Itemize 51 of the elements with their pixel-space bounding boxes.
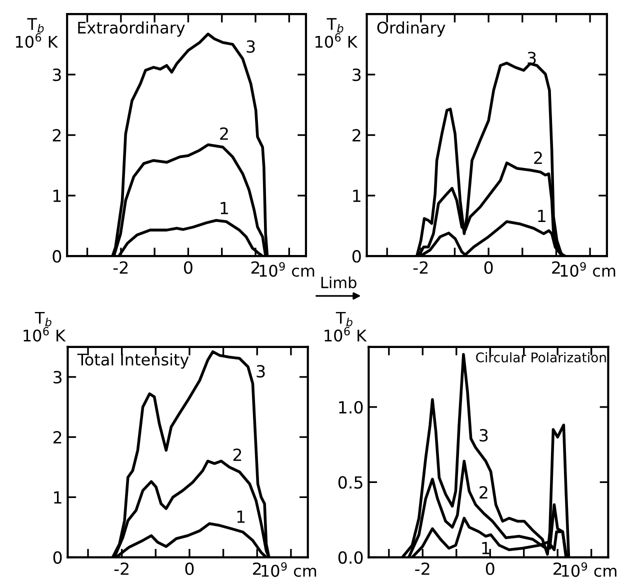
annotation: 3	[246, 40, 255, 53]
y-tick-label: 3	[54, 370, 62, 384]
annotation: 1	[538, 210, 546, 222]
x-tick-label: 0	[184, 261, 192, 274]
annotation: 1	[220, 202, 228, 214]
y-tick-label: 0	[352, 250, 361, 263]
chart-title: Circular Polarization	[476, 352, 606, 362]
x-axis-title: 10$^{9}$ cm	[560, 262, 616, 277]
x-tick-label: -2	[413, 261, 428, 274]
annotation: 2	[480, 486, 488, 498]
y-tick-label: 0	[52, 250, 62, 263]
x-axis-title: 10$^{9}$ cm	[562, 562, 616, 577]
y-tick-label: 0	[53, 551, 62, 564]
y-tick-label: 1	[353, 190, 360, 202]
x-tick-label: 0	[185, 562, 194, 576]
y-tick-label: 0.5	[338, 476, 362, 489]
y-tick-label: 2	[352, 129, 360, 142]
chart-title: Ordinary	[377, 21, 446, 37]
y-axis-title: T$_{b}$ 10$^{6}$ K	[324, 312, 367, 342]
x-tick-label: -2	[113, 261, 128, 274]
x-axis-title: 10$^{9}$ cm	[260, 262, 314, 277]
annotation: 3	[480, 428, 488, 442]
y-tick-label: 2	[53, 431, 62, 444]
x-tick-label: 2	[552, 261, 560, 274]
y-tick-label: 1.0	[339, 400, 363, 414]
y-tick-label: 1	[53, 190, 61, 202]
y-axis-title: T$_{b}$ 10$^{6}$ K	[316, 18, 358, 48]
x-tick-label: 2	[253, 562, 261, 575]
y-tick-label: 1	[54, 491, 62, 504]
annotation: 3	[256, 364, 265, 378]
y-tick-label: 0.0	[338, 551, 363, 564]
x-tick-label: -2	[114, 562, 128, 575]
x-tick-label: 0	[486, 562, 494, 576]
y-tick-label: 2	[52, 129, 61, 142]
annotation: 2	[220, 127, 228, 140]
chart-title: Extraordinary	[78, 21, 185, 37]
x-tick-label: 2	[554, 562, 562, 575]
y-axis-title: T$_{b}$ 10$^{6}$ K	[16, 18, 58, 48]
chart-title: Total Intensity	[77, 353, 189, 369]
x-tick-label: 2	[251, 261, 260, 274]
annotation: 1	[482, 542, 490, 554]
y-axis-title: T$_{b}$ 10$^{6}$ K	[24, 312, 66, 342]
text: Limb	[321, 276, 356, 288]
annotation: 2	[233, 448, 242, 461]
x-axis-title: 10$^{9}$ cm	[262, 562, 316, 577]
y-tick-label: 3	[52, 68, 61, 82]
y-tick-label: 3	[352, 68, 361, 82]
annotation: 2	[534, 152, 542, 164]
x-tick-label: -2	[415, 562, 430, 575]
x-tick-label: 0	[484, 261, 493, 274]
annotation: 1	[237, 510, 245, 523]
